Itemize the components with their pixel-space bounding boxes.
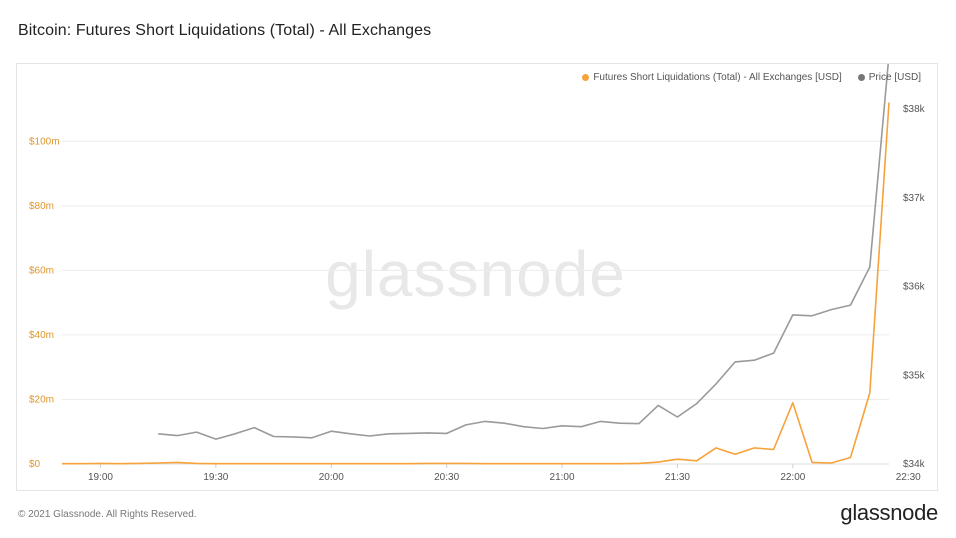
chart-legend: Futures Short Liquidations (Total) - All… [582,72,921,83]
y-left-tick-label: $20m [29,394,54,405]
x-tick-label: 19:00 [88,472,113,483]
legend-item-price[interactable]: Price [USD] [857,72,921,83]
legend-label-liquidations: Futures Short Liquidations (Total) - All… [593,72,842,83]
legend-label-price: Price [USD] [868,72,921,83]
x-tick-label: 22:30 [896,472,921,483]
footer-copyright: © 2021 Glassnode. All Rights Reserved. [18,509,197,520]
legend-item-liquidations[interactable]: Futures Short Liquidations (Total) - All… [582,72,842,83]
x-tick-label: 20:30 [434,472,459,483]
y-right-tick-label: $35k [903,370,926,381]
x-tick-label: 20:00 [319,472,344,483]
watermark: glassnode [325,238,626,310]
x-tick-label: 21:00 [550,472,575,483]
chart-svg: glassnode $0 $20m $40m $60m $80m $100m $34k $35k… [29,64,926,483]
y-left-tick-label: $60m [29,265,54,276]
y-right-tick-label: $34k [903,459,926,470]
y-left-tick-label: $80m [29,201,54,212]
y-right-tick-label: $36k [903,282,926,293]
y-right-tick-label: $37k [903,193,926,204]
y-left-tick-label: $100m [29,136,60,147]
y-right-tick-label: $38k [903,104,926,115]
y-left-tick-label: $40m [29,330,54,341]
series-line-price [158,64,889,440]
footer-logo[interactable]: glassnode [840,500,938,525]
legend-dot-liquidations [582,74,590,81]
chart-panel: glassnode $0 $20m $40m $60m $80m $100m $34k $35k… [16,63,938,491]
x-tick-label: 19:30 [203,472,228,483]
series-line-liquidations [62,102,890,465]
legend-dot-price [857,74,865,81]
x-tick-label: 22:00 [780,472,805,483]
chart-title: Bitcoin: Futures Short Liquidations (Tot… [18,22,432,39]
y-left-tick-label: $0 [29,459,41,470]
x-tick-label: 21:30 [665,472,690,483]
